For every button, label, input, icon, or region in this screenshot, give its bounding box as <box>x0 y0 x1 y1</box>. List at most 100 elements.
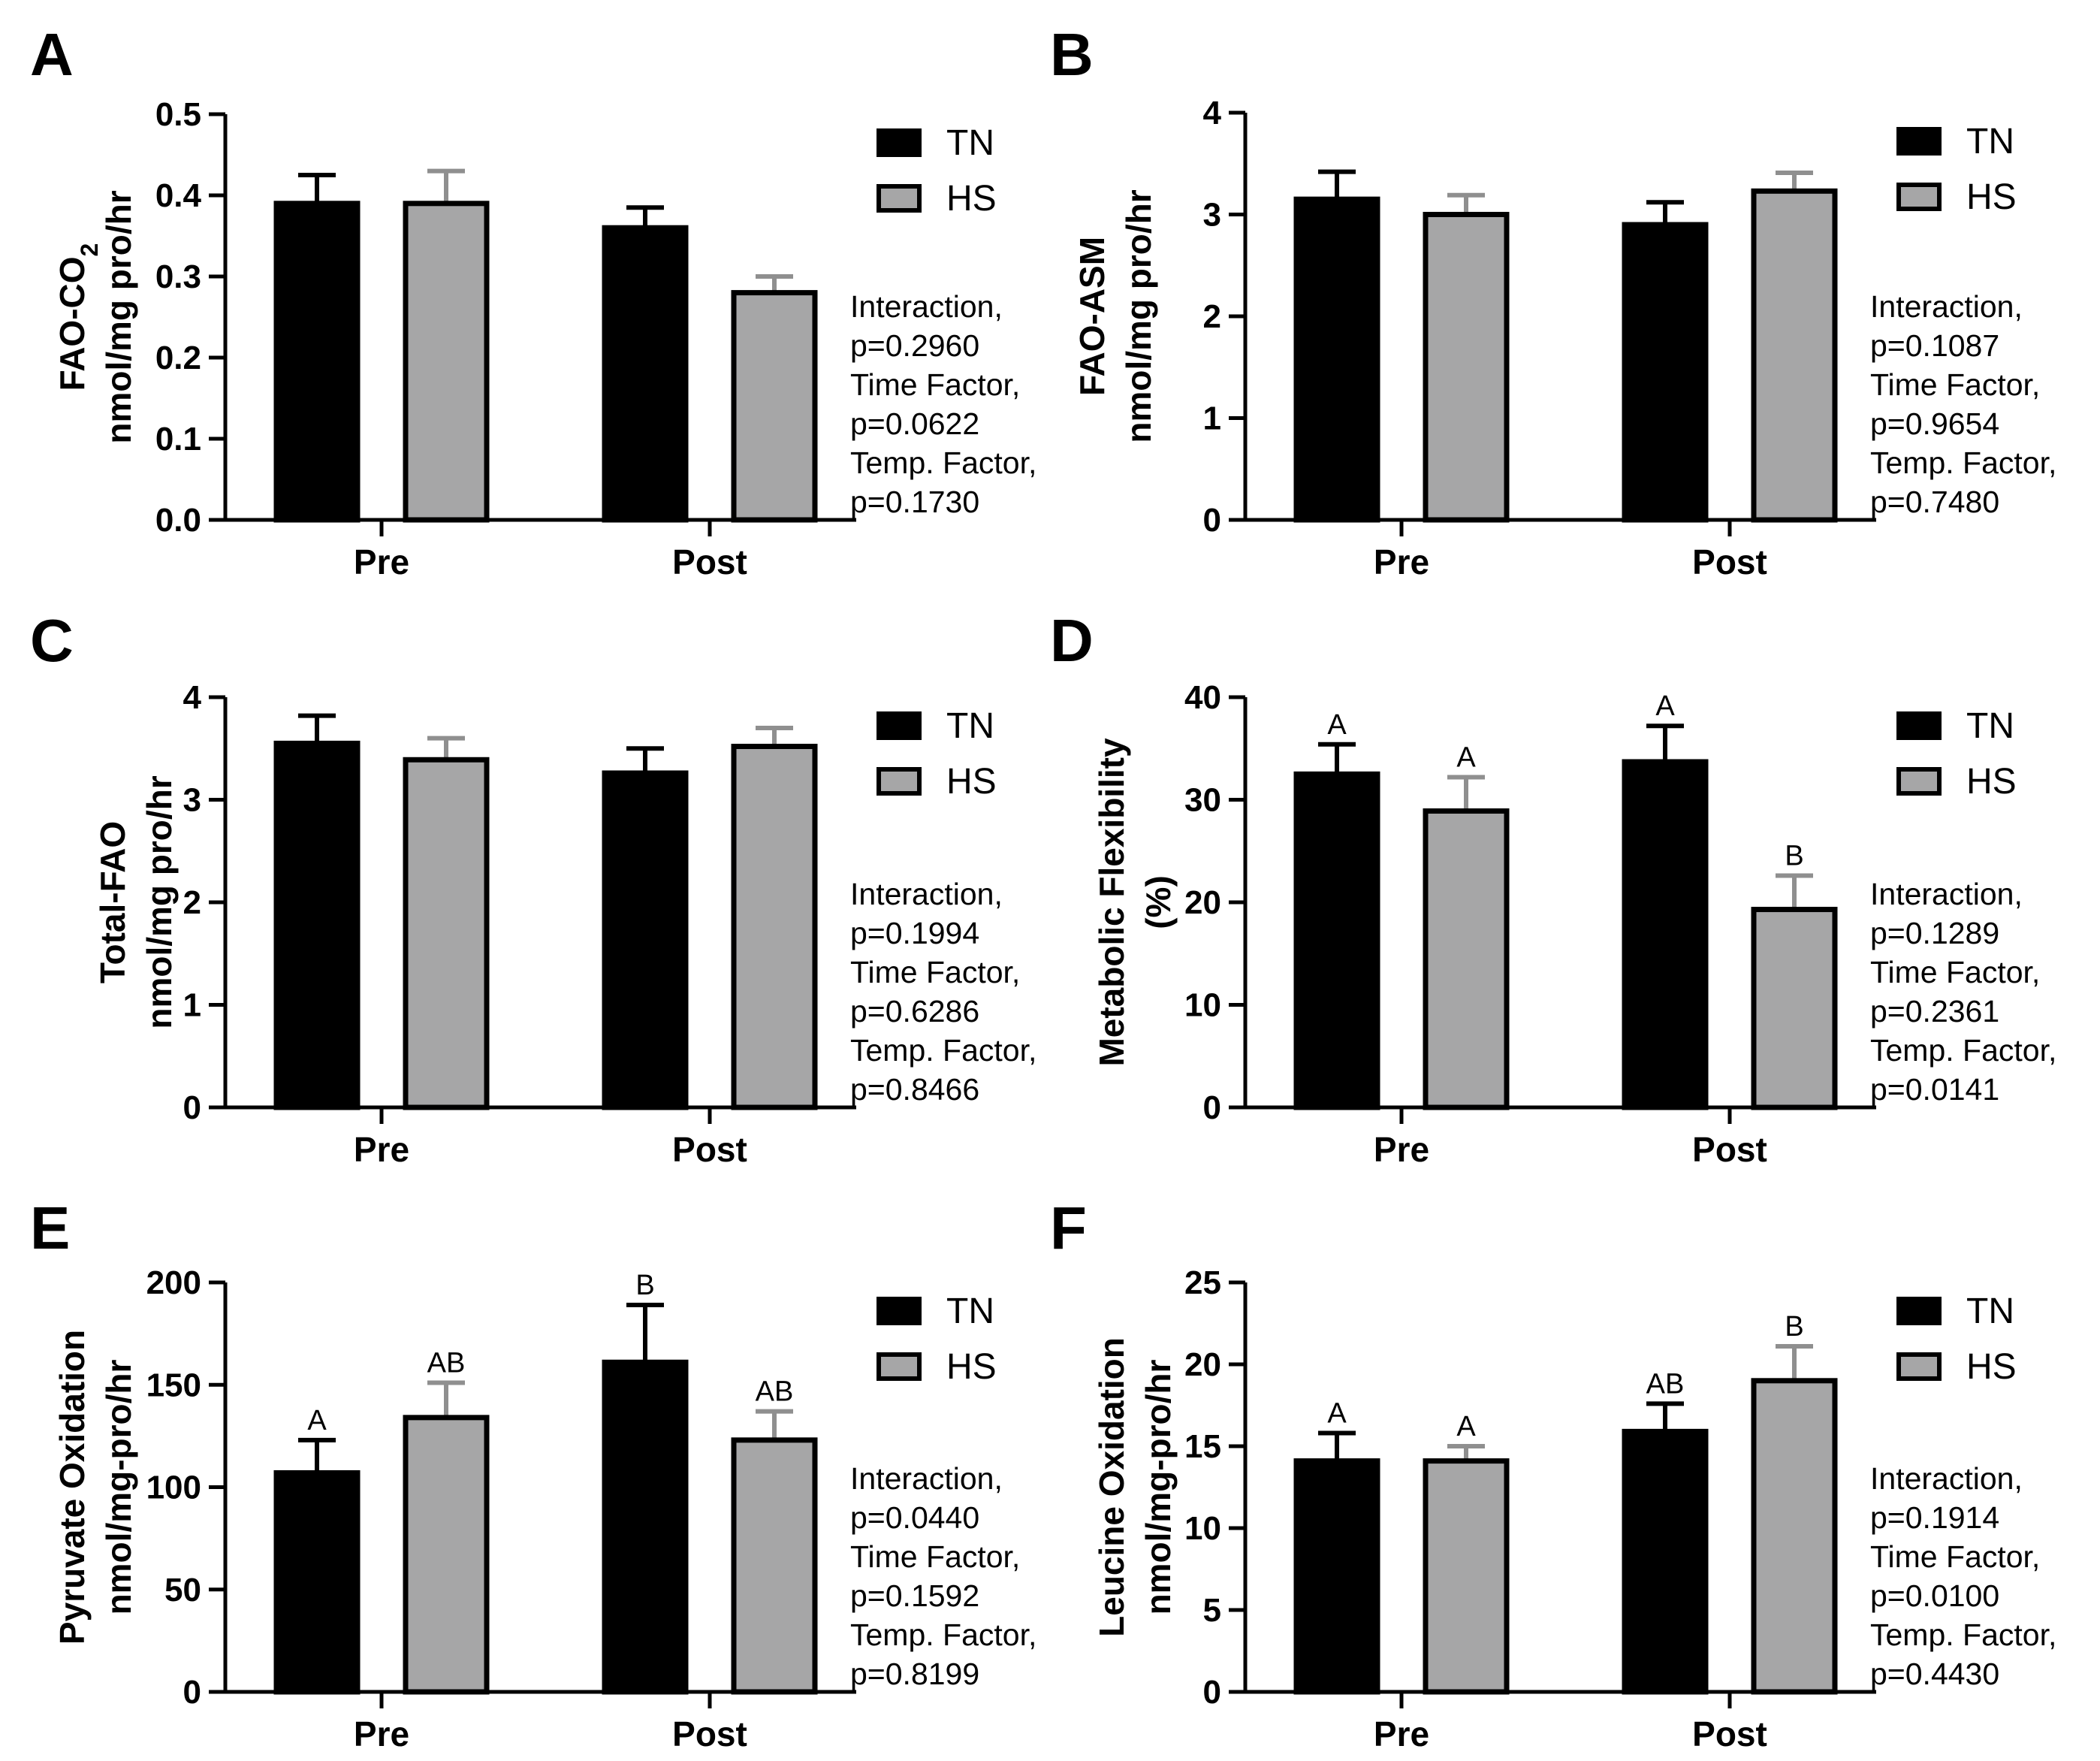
sig-label-hs-pre: A <box>1456 1411 1476 1442</box>
x-tick-label: Post <box>672 1714 747 1753</box>
stats-line: p=0.2960 <box>850 328 979 363</box>
panel-b: B FAO-ASM nmol/mg pro/hr Pre Post 0 1 2 3 4 TN HS In… <box>1050 21 2056 581</box>
y-axis-label: Pyruvate Oxidation <box>53 1330 92 1645</box>
y-axis-label-units: nmol/mg pro/hr <box>99 190 138 443</box>
x-tick-label: Post <box>1692 1130 1767 1169</box>
stats-line: Time Factor, <box>850 955 1020 989</box>
y-tick-label: 1 <box>183 987 201 1024</box>
y-tick-label: 0.2 <box>155 340 201 376</box>
legend-label-hs: HS <box>946 762 997 802</box>
panel-d: D Metabolic Flexibility (%) A A Pre A B Post 0 10 2… <box>1050 607 2056 1169</box>
legend-swatch-hs <box>877 184 922 213</box>
stats-line: p=0.8466 <box>850 1072 979 1107</box>
bar-tn-post <box>602 770 689 1110</box>
panel-c: C Total-FAO nmol/mg pro/hr Pre Post 0 1 2 3 4 TN HS… <box>30 607 1036 1169</box>
sig-label-tn-post: B <box>635 1270 654 1301</box>
stats-line: p=0.0622 <box>850 406 979 441</box>
sig-label-tn-pre: A <box>307 1405 327 1436</box>
stats-line: p=0.2361 <box>1870 994 1999 1029</box>
panel-e: E Pyruvate Oxidation nmol/mg-pro/hr A AB Pre B… <box>30 1195 1036 1753</box>
sig-label-hs-post: B <box>1785 1311 1803 1343</box>
panel-letter: C <box>30 607 74 674</box>
legend-swatch-hs <box>1896 183 1942 211</box>
stats-line: p=0.8199 <box>850 1657 979 1691</box>
sig-label-tn-post: A <box>1655 690 1675 722</box>
sig-label-hs-post: B <box>1785 841 1803 872</box>
stats-line: Time Factor, <box>850 367 1020 402</box>
legend-label-tn: TN <box>946 706 994 746</box>
legend-label-hs: HS <box>946 1347 997 1387</box>
y-tick-label: 0.5 <box>155 96 201 133</box>
panel-letter: A <box>30 21 74 88</box>
sig-label-tn-post: AB <box>1646 1368 1685 1400</box>
y-tick-label: 0.3 <box>155 258 201 295</box>
y-tick-label: 0 <box>183 1089 201 1126</box>
bar-tn-post <box>602 1359 689 1695</box>
legend-swatch-hs <box>877 1352 922 1381</box>
y-tick-label: 10 <box>1184 987 1221 1024</box>
stats-line: p=0.6286 <box>850 994 979 1029</box>
stats-line: Interaction, <box>1870 1461 2023 1496</box>
y-tick-label: 5 <box>1203 1592 1221 1629</box>
stats-line: Interaction, <box>1870 877 2023 911</box>
stats-line: Interaction, <box>850 877 1003 911</box>
y-tick-label: 0.0 <box>155 502 201 539</box>
bar-tn-pre <box>1293 1458 1380 1695</box>
x-tick-label: Pre <box>354 542 409 581</box>
bar-hs-pre <box>1423 808 1510 1110</box>
x-tick-label: Post <box>672 542 747 581</box>
y-axis-label-units: nmol/mg-pro/hr <box>99 1359 138 1615</box>
bar-hs-post <box>731 290 818 523</box>
stats-line: p=0.0440 <box>850 1500 979 1535</box>
stats-line: p=0.7480 <box>1870 485 1999 519</box>
legend-label-hs: HS <box>946 179 997 219</box>
legend-label-tn: TN <box>946 123 994 163</box>
sig-label-tn-pre: A <box>1327 1398 1347 1430</box>
x-tick-label: Pre <box>354 1130 409 1169</box>
legend-swatch-hs <box>1896 1352 1942 1381</box>
y-tick-label: 100 <box>146 1470 201 1506</box>
y-tick-label: 0 <box>1203 1674 1221 1711</box>
panel-letter: D <box>1050 607 1094 674</box>
y-axis-label: Total-FAO <box>93 821 132 983</box>
x-tick-label: Post <box>1692 542 1767 581</box>
stats-line: Time Factor, <box>1870 367 2040 402</box>
bar-hs-post <box>1751 188 1838 523</box>
y-tick-label: 3 <box>183 782 201 819</box>
legend-swatch-tn <box>1896 1297 1942 1325</box>
legend-swatch-tn <box>1896 127 1942 156</box>
y-axis-label-units: nmol/mg pro/hr <box>1119 189 1158 443</box>
y-tick-label: 3 <box>1203 197 1221 234</box>
y-tick-label: 50 <box>164 1572 201 1608</box>
panel-letter: F <box>1050 1195 1087 1261</box>
y-tick-label: 15 <box>1184 1428 1221 1465</box>
y-tick-label: 150 <box>146 1367 201 1403</box>
sig-label-hs-post: AB <box>756 1376 794 1408</box>
stats-line: Time Factor, <box>1870 1539 2040 1574</box>
x-tick-label: Pre <box>1374 1130 1429 1169</box>
stats-line: p=0.1994 <box>850 916 979 950</box>
stats-line: p=0.1592 <box>850 1578 979 1613</box>
bar-tn-post <box>1622 759 1709 1110</box>
panel-letter: B <box>1050 21 1094 88</box>
bar-tn-post <box>602 225 689 523</box>
legend-label-tn: TN <box>1966 706 2014 746</box>
y-axis-label-units: nmol/mg pro/hr <box>140 775 179 1029</box>
y-tick-label: 4 <box>183 679 202 716</box>
bar-tn-post <box>1622 222 1709 523</box>
y-axis-label-subscript: 2 <box>76 243 103 257</box>
legend-label-tn: TN <box>946 1291 994 1331</box>
legend-label-tn: TN <box>1966 122 2014 162</box>
legend-label-hs: HS <box>1966 1347 2017 1387</box>
panel-letter: E <box>30 1195 70 1261</box>
sig-label-tn-pre: A <box>1327 709 1347 741</box>
bar-hs-post <box>1751 1378 1838 1695</box>
y-axis-label-units: nmol/mg-pro/hr <box>1139 1359 1178 1615</box>
bar-hs-pre <box>403 201 490 523</box>
bar-tn-pre <box>1293 196 1380 523</box>
panel-f: F Leucine Oxidation nmol/mg-pro/hr A A Pre AB B… <box>1050 1195 2056 1753</box>
y-tick-label: 2 <box>183 884 201 921</box>
y-tick-label: 0.1 <box>155 421 201 458</box>
stats-line: Temp. Factor, <box>850 1033 1036 1068</box>
stats-line: p=0.1914 <box>1870 1500 1999 1535</box>
